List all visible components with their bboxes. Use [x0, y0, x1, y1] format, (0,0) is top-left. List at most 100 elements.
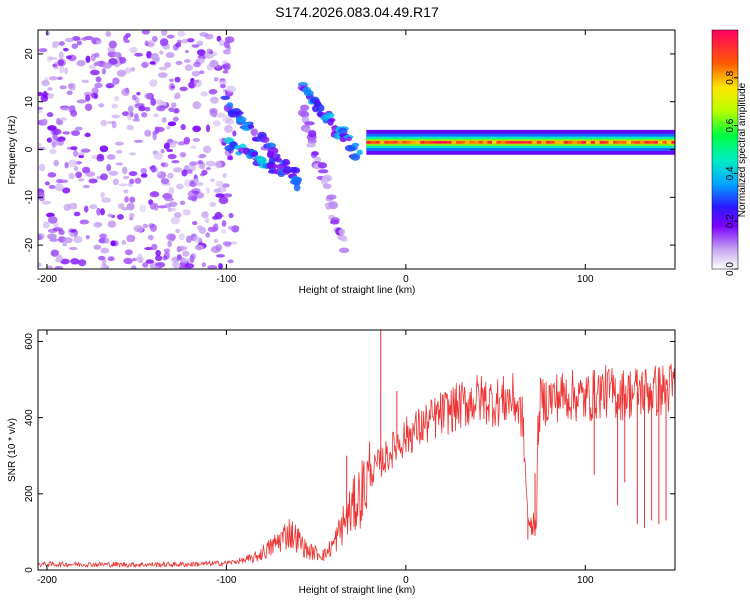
- band-core-cell: [491, 141, 497, 144]
- heatmap-cell: [57, 76, 63, 80]
- snr-ylabel: SNR (10 * v/v): [7, 418, 18, 482]
- heatmap-cell: [235, 116, 247, 124]
- heatmap-cell: [340, 236, 348, 242]
- band-core-cell: [500, 141, 506, 144]
- heatmap-cell: [100, 247, 110, 254]
- heatmap-cell: [222, 241, 232, 246]
- heatmap-cell: [161, 117, 167, 123]
- heatmap-cell: [161, 162, 169, 168]
- heatmap-cell: [136, 91, 141, 96]
- heatmap-cell: [128, 171, 138, 177]
- heatmap-cell: [78, 259, 87, 267]
- heatmap-cell: [88, 178, 98, 184]
- heatmap-feature-scatter_noise: [38, 30, 240, 269]
- heatmap-cell: [45, 265, 54, 269]
- heatmap-cell: [107, 220, 117, 228]
- heatmap-cell: [96, 155, 105, 162]
- heatmap-cell: [227, 156, 234, 161]
- heatmap-cell: [149, 79, 158, 87]
- heatmap-cell: [191, 44, 200, 48]
- band-core-cell: [496, 141, 501, 144]
- heatmap-cell: [107, 256, 115, 262]
- heatmap-cell: [155, 249, 161, 257]
- heatmap-cell: [189, 161, 198, 166]
- heatmap-cell: [160, 178, 170, 185]
- heatmap-cell: [100, 208, 105, 216]
- x-tick-label: -200: [37, 274, 57, 285]
- heatmap-cell: [76, 40, 82, 46]
- heatmap-cell: [171, 102, 177, 108]
- heatmap-cell: [133, 225, 144, 233]
- heatmap-cell: [121, 166, 128, 175]
- x-tick-label: 100: [577, 575, 594, 586]
- heatmap-cell: [124, 67, 132, 74]
- heatmap-cell: [166, 148, 174, 153]
- heatmap-cell: [210, 178, 215, 182]
- heatmap-cell: [156, 171, 162, 176]
- band-core-cell: [644, 141, 649, 144]
- heatmap-cell: [59, 117, 67, 121]
- heatmap-cell: [191, 221, 198, 226]
- heatmap-cell: [105, 82, 115, 89]
- heatmap-cell: [95, 76, 102, 83]
- heatmap-cell: [232, 130, 237, 137]
- heatmap-cell: [337, 127, 348, 135]
- band-core-cell: [514, 141, 519, 144]
- heatmap-cell: [38, 48, 48, 53]
- band-core-cell: [657, 141, 663, 144]
- heatmap-cell: [186, 169, 193, 174]
- heatmap-cell: [159, 50, 164, 55]
- band-core-cell: [550, 141, 555, 144]
- heatmap-cell: [149, 61, 156, 65]
- heatmap-cell: [55, 138, 63, 142]
- heatmap-cell: [191, 188, 201, 194]
- heatmap-cell: [62, 131, 71, 135]
- heatmap-cell: [300, 110, 310, 118]
- heatmap-cell: [52, 227, 63, 232]
- heatmap-cell: [66, 90, 73, 96]
- band-core-cell: [617, 141, 623, 144]
- heatmap-cell: [338, 228, 346, 236]
- heatmap-cell: [187, 81, 197, 89]
- heatmap-cell: [218, 80, 227, 85]
- colorbar-tick-label: 0.0: [725, 262, 736, 276]
- heatmap-cell: [215, 243, 223, 252]
- heatmap-cell: [129, 46, 138, 54]
- heatmap-cell: [70, 146, 78, 151]
- heatmap-cell: [58, 51, 64, 60]
- heatmap-cell: [218, 39, 225, 47]
- heatmap-cell: [158, 128, 164, 132]
- heatmap-cell: [171, 160, 180, 164]
- heatmap-cell: [38, 109, 43, 114]
- heatmap-cell: [174, 92, 181, 100]
- band-core-cell: [415, 141, 421, 144]
- band-core-cell: [456, 141, 461, 144]
- heatmap-cell: [281, 158, 291, 166]
- heatmap-cell: [117, 214, 124, 220]
- heatmap-cell: [176, 254, 182, 260]
- heatmap-cell: [123, 175, 130, 180]
- heatmap-cell: [48, 56, 58, 61]
- heatmap-cell: [111, 114, 121, 119]
- heatmap-cell: [162, 255, 168, 261]
- heatmap-cell: [88, 64, 96, 70]
- heatmap-cell: [145, 259, 154, 264]
- band-core-cell: [438, 141, 443, 144]
- heatmap-cell: [164, 197, 174, 202]
- heatmap-cell: [149, 191, 160, 198]
- heatmap-cell: [79, 219, 90, 225]
- heatmap-cell: [78, 154, 85, 159]
- band-core-cell: [487, 141, 492, 144]
- heatmap-cell: [205, 124, 211, 133]
- heatmap-cell: [177, 39, 182, 45]
- heatmap-cell: [126, 234, 136, 243]
- heatmap-cell: [268, 156, 276, 165]
- y-tick-label: 600: [24, 333, 35, 350]
- heatmap-cell: [123, 39, 130, 43]
- heatmap-cell: [84, 132, 91, 138]
- heatmap-cell: [221, 64, 229, 69]
- heatmap-cell: [115, 162, 123, 166]
- heatmap-cell: [147, 39, 155, 48]
